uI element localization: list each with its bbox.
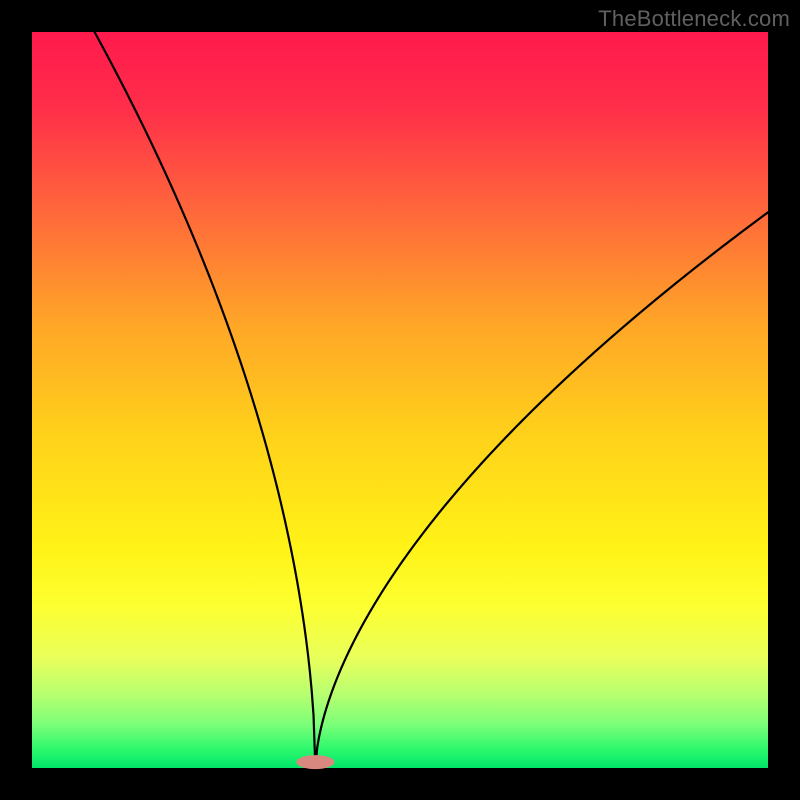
watermark-text: TheBottleneck.com <box>598 6 790 32</box>
plot-background <box>32 32 768 768</box>
chart-container: TheBottleneck.com <box>0 0 800 800</box>
chart-svg <box>0 0 800 800</box>
optimal-marker <box>296 755 334 769</box>
